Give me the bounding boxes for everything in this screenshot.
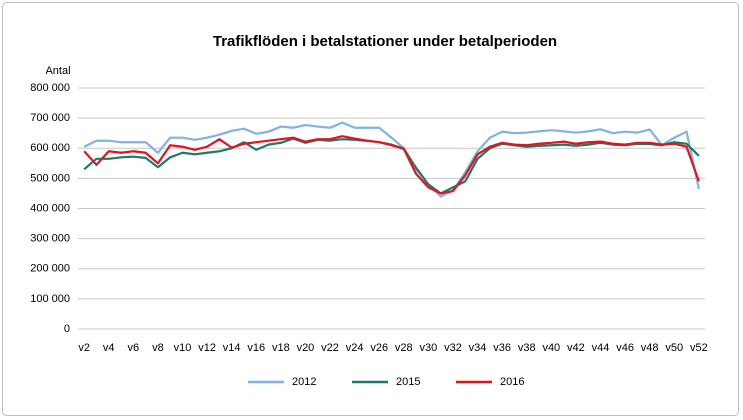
x-tick-label: v14	[223, 342, 241, 354]
x-tick-label: v26	[370, 342, 388, 354]
x-tick-label: v20	[297, 342, 315, 354]
y-tick-label: 0	[64, 323, 70, 335]
x-tick-label: v34	[469, 342, 487, 354]
x-tick-label: v22	[321, 342, 339, 354]
x-tick-label: v44	[592, 342, 610, 354]
chart-title: Trafikflöden i betalstationer under beta…	[213, 33, 557, 50]
x-tick-label: v28	[395, 342, 413, 354]
x-tick-label: v10	[174, 342, 192, 354]
x-tick-label: v52	[690, 342, 708, 354]
x-tick-label: v38	[518, 342, 536, 354]
x-tick-label: v12	[198, 342, 216, 354]
x-tick-label: v32	[444, 342, 462, 354]
series-line	[83, 135, 700, 195]
x-tick-label: v8	[152, 342, 164, 354]
x-tick-label: v42	[567, 342, 585, 354]
series-line	[83, 121, 700, 198]
x-tick-label: v36	[493, 342, 511, 354]
x-tick-label: v46	[616, 342, 634, 354]
y-axis-label: Antal	[45, 65, 70, 77]
x-tick-label: v18	[272, 342, 290, 354]
y-tick-label: 700 000	[30, 112, 70, 124]
legend-label: 2012	[292, 376, 316, 388]
x-tick-label: v40	[542, 342, 560, 354]
x-tick-label: v24	[346, 342, 364, 354]
y-tick-label: 800 000	[30, 82, 70, 94]
x-tick-label: v4	[103, 342, 115, 354]
x-tick-label: v2	[78, 342, 90, 354]
y-tick-label: 600 000	[30, 142, 70, 154]
x-tick-label: v30	[420, 342, 438, 354]
x-tick-label: v48	[641, 342, 659, 354]
x-tick-label: v16	[247, 342, 265, 354]
legend-label: 2015	[396, 376, 420, 388]
y-tick-label: 200 000	[30, 263, 70, 275]
y-tick-label: 300 000	[30, 233, 70, 245]
y-tick-label: 100 000	[30, 293, 70, 305]
x-tick-label: v6	[128, 342, 140, 354]
y-tick-label: 500 000	[30, 172, 70, 184]
legend-label: 2016	[500, 376, 524, 388]
x-tick-label: v50	[665, 342, 683, 354]
y-tick-label: 400 000	[30, 202, 70, 214]
